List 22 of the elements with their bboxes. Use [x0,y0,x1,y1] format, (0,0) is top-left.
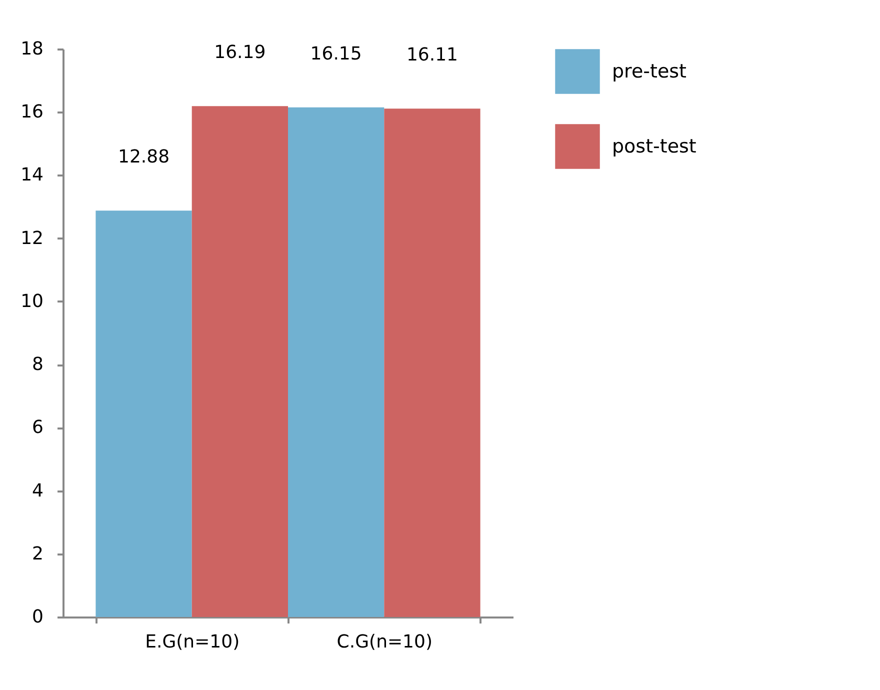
y-tick-label: 4 [32,480,44,502]
y-tick-label: 18 [20,38,44,60]
y-tick-label: 8 [32,354,44,376]
y-tick-label: 2 [32,543,44,564]
y-tick-label: 10 [20,290,44,312]
legend-label: pre-test [612,60,686,82]
legend-label: post-test [612,136,696,158]
y-tick-label: 16 [20,102,44,123]
y-tick-label: 0 [32,606,44,628]
data-label: 16.11 [406,44,458,66]
bar [288,107,384,617]
data-label: 16.19 [214,42,266,64]
bar [384,108,480,617]
bar [192,106,288,617]
bar [96,210,192,617]
y-tick-label: 14 [20,164,44,186]
y-tick-label: 6 [32,417,44,438]
x-tick-label: E.G(n=10) [145,632,240,652]
data-label: 16.15 [310,43,362,64]
x-tick-label: C.G(n=10) [336,632,432,652]
data-label: 12.88 [118,146,170,168]
y-tick-label: 12 [20,228,44,249]
